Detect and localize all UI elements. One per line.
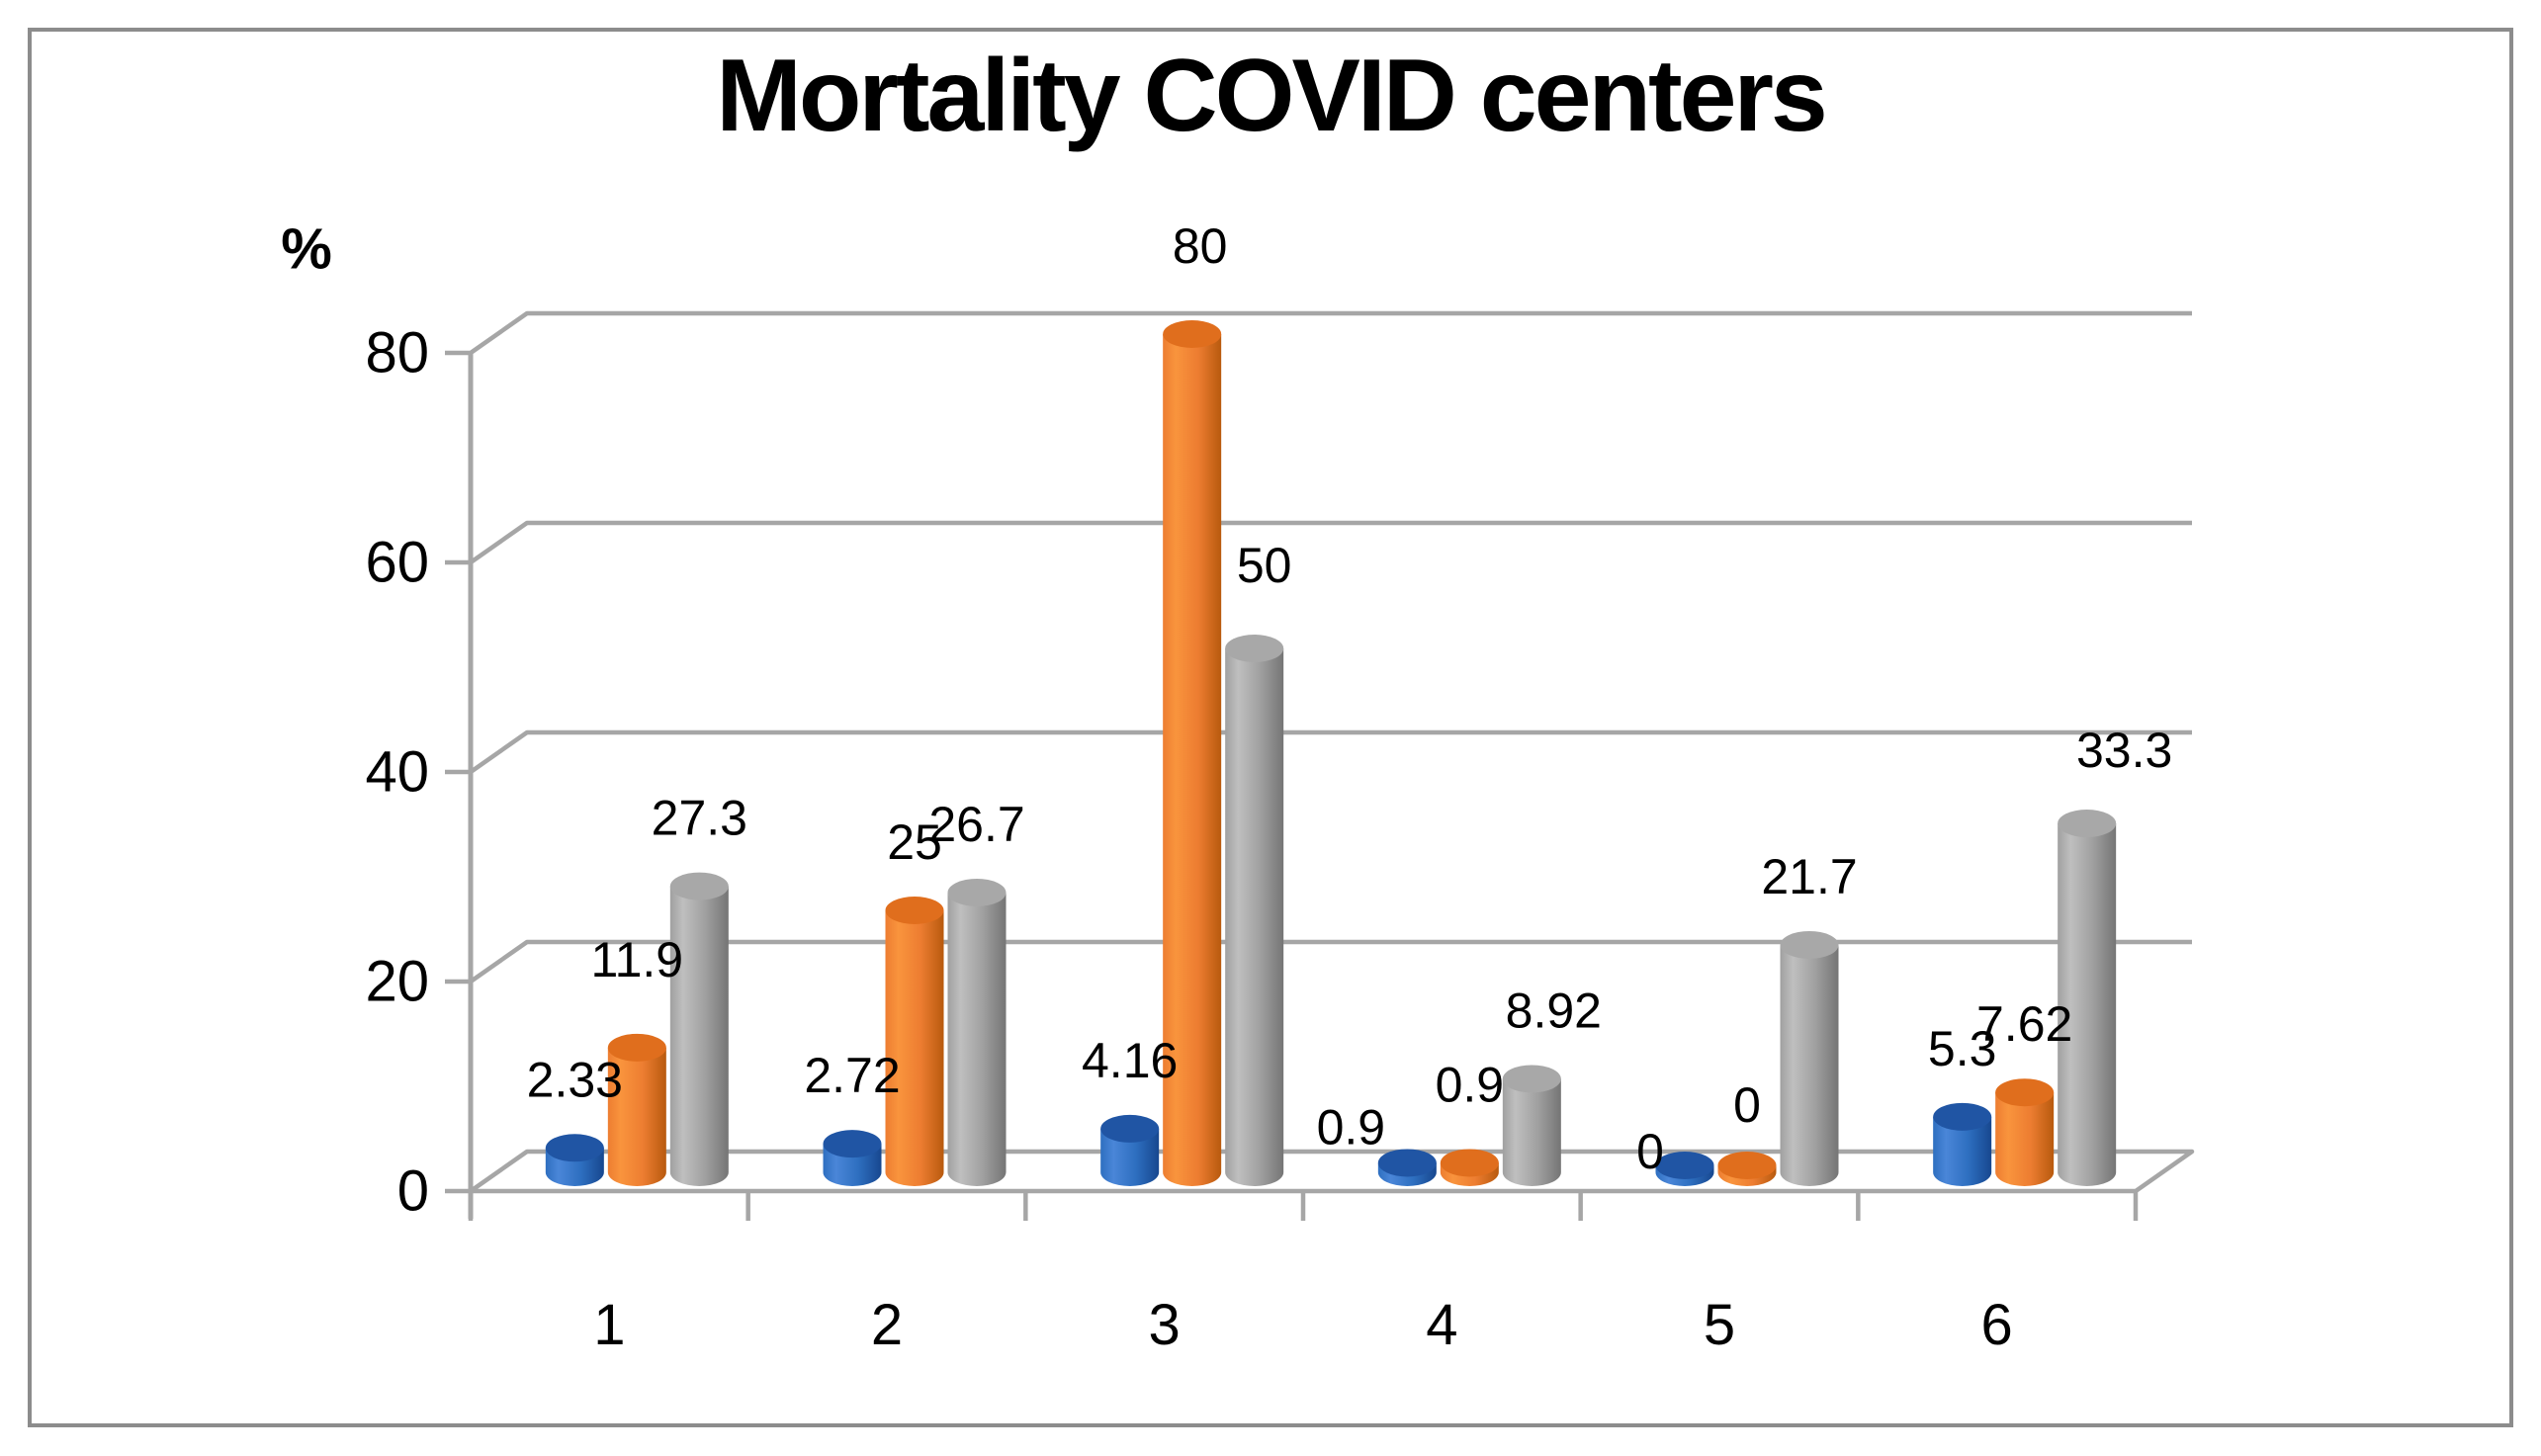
data-label-series-1-blue-cat2: 2.72 [804, 1048, 900, 1103]
gridline-60 [445, 520, 2192, 565]
figure-border [28, 28, 2513, 1427]
x-category-label-2: 2 [871, 1293, 903, 1357]
bar-top-series-2-orange-cat1 [607, 1033, 666, 1062]
data-label-series-2-orange-cat6: 7.62 [1976, 996, 2072, 1052]
bar-top-series-2-orange-cat3 [1163, 320, 1222, 348]
x-category-label-5: 5 [1704, 1293, 1735, 1357]
data-label-series-1-blue-cat4: 0.9 [1317, 1099, 1386, 1155]
bar-top-series-2-orange-cat4 [1440, 1149, 1499, 1177]
y-tick-label-40: 40 [365, 740, 429, 805]
data-label-series-1-blue-cat6: 5.3 [1928, 1021, 1997, 1076]
bar-top-series-2-orange-cat2 [885, 897, 944, 924]
bar-body-series-1-blue-cat6 [1933, 1116, 1992, 1186]
data-label-series-2-orange-cat5: 0 [1733, 1077, 1761, 1133]
x-category-label-1: 1 [593, 1293, 625, 1357]
bar-top-series-1-blue-cat4 [1377, 1149, 1437, 1177]
gridline-20 [445, 939, 2192, 985]
x-category-label-4: 4 [1426, 1293, 1457, 1357]
bar-top-series-3-gray-cat2 [947, 878, 1007, 906]
data-label-series-3-gray-cat3: 50 [1237, 538, 1292, 593]
data-label-series-3-gray-cat4: 8.92 [1506, 983, 1602, 1038]
bar-top-series-1-blue-cat1 [545, 1134, 604, 1162]
data-label-series-2-orange-cat3: 80 [1173, 218, 1228, 274]
bar-body-series-3-gray-cat6 [2058, 823, 2117, 1186]
bar-body-series-2-orange-cat3 [1163, 334, 1222, 1186]
gridline-40 [445, 729, 2192, 775]
bar-body-series-2-orange-cat2 [885, 910, 944, 1186]
y-tick-label-80: 80 [365, 321, 429, 385]
bar-body-series-1-blue-cat3 [1100, 1128, 1160, 1186]
bar-top-series-2-orange-cat5 [1717, 1152, 1777, 1179]
data-label-series-3-gray-cat6: 33.3 [2076, 723, 2172, 778]
bar-body-series-3-gray-cat3 [1225, 648, 1284, 1186]
data-label-series-2-orange-cat2: 25 [887, 814, 942, 870]
y-axis-title: % [281, 217, 332, 282]
gridline-80 [445, 310, 2192, 356]
data-label-series-3-gray-cat2: 26.7 [928, 797, 1024, 852]
bar-top-series-3-gray-cat3 [1225, 635, 1284, 662]
bar-top-series-1-blue-cat2 [823, 1130, 882, 1158]
data-label-series-3-gray-cat5: 21.7 [1761, 849, 1857, 904]
y-tick-label-60: 60 [365, 531, 429, 595]
x-category-label-3: 3 [1149, 1293, 1181, 1357]
y-tick-label-0: 0 [397, 1159, 429, 1224]
data-label-series-1-blue-cat5: 0 [1636, 1124, 1664, 1179]
chart-title: Mortality COVID centers [716, 39, 1828, 153]
bar-top-series-3-gray-cat4 [1502, 1065, 1561, 1093]
bar-top-series-1-blue-cat6 [1933, 1102, 1992, 1131]
bar-body-series-3-gray-cat1 [669, 886, 729, 1186]
bar-top-series-3-gray-cat5 [1780, 930, 1839, 959]
bar-top-series-3-gray-cat1 [669, 872, 729, 900]
x-category-label-6: 6 [1981, 1293, 2013, 1357]
bar-body-series-3-gray-cat4 [1502, 1078, 1561, 1186]
bar-top-series-1-blue-cat5 [1655, 1152, 1714, 1179]
data-label-series-2-orange-cat1: 11.9 [591, 932, 684, 987]
data-label-series-3-gray-cat1: 27.3 [652, 791, 747, 846]
data-label-series-2-orange-cat4: 0.9 [1436, 1057, 1505, 1112]
bar-body-series-2-orange-cat1 [607, 1047, 666, 1186]
data-label-series-1-blue-cat1: 2.33 [527, 1052, 623, 1107]
data-label-series-1-blue-cat3: 4.16 [1082, 1033, 1178, 1088]
bar-body-series-2-orange-cat6 [1995, 1092, 2055, 1186]
y-tick-label-20: 20 [365, 950, 429, 1014]
bar-top-series-1-blue-cat3 [1100, 1114, 1160, 1143]
bar-top-series-3-gray-cat6 [2058, 810, 2117, 838]
bar-top-series-2-orange-cat6 [1995, 1078, 2055, 1107]
bar-body-series-3-gray-cat2 [947, 892, 1007, 1186]
bar-body-series-3-gray-cat5 [1780, 944, 1839, 1186]
